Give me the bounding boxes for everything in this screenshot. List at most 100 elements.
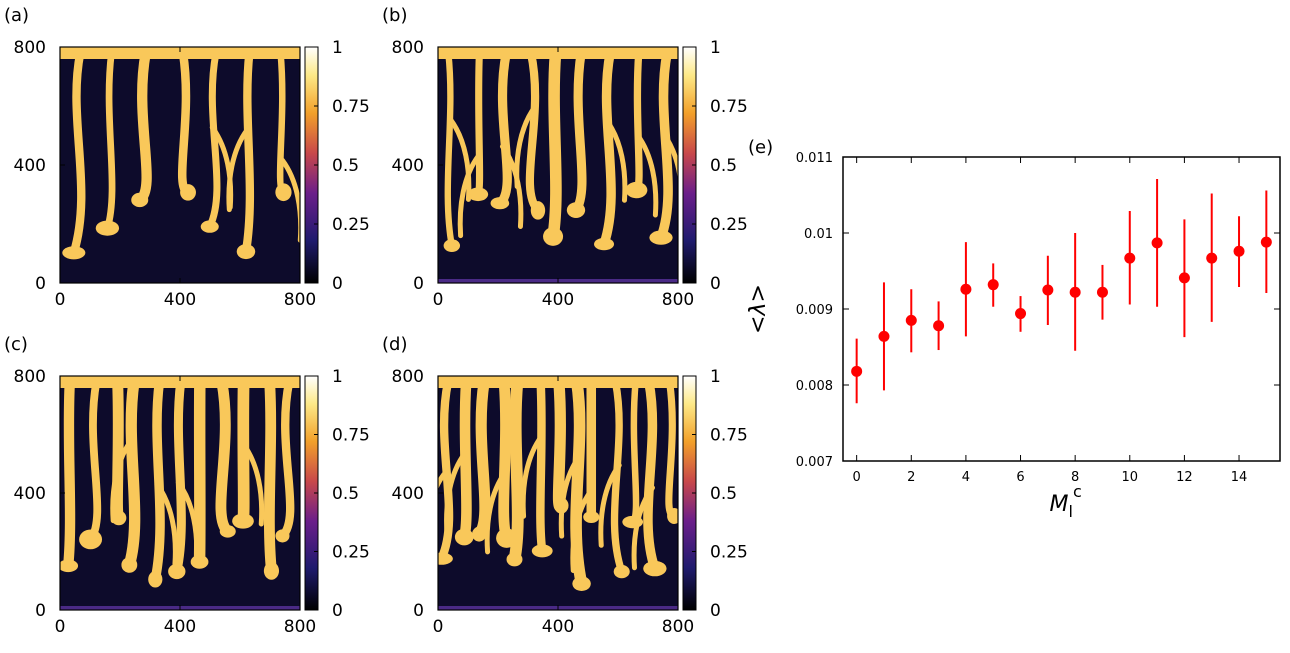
data-point <box>1151 237 1163 249</box>
data-point <box>960 283 972 295</box>
colorbar-tick-label: 0.75 <box>710 97 748 117</box>
dendrite-finger <box>444 49 455 249</box>
x-tick-label: 10 <box>1122 470 1139 485</box>
x-tick-label: 400 <box>542 617 574 637</box>
dendrite-branch <box>660 131 678 181</box>
x-tick-label: 0 <box>433 617 444 637</box>
dendrite-tip <box>60 559 79 573</box>
colorbar-tick-label: 0.5 <box>710 484 737 504</box>
x-tick-label: 800 <box>284 617 316 637</box>
data-point <box>933 320 945 332</box>
dendrite-finger <box>474 49 484 198</box>
y-tick-label: 0 <box>413 274 424 294</box>
hotspot <box>178 376 239 390</box>
colorbar-tick-label: 0.25 <box>332 543 370 563</box>
dendrite-tip <box>79 529 103 550</box>
data-point <box>1015 308 1027 320</box>
dendrite-branch <box>226 127 250 213</box>
dendrite-tip <box>583 511 600 524</box>
data-point <box>1260 236 1272 248</box>
x-tick-label: 800 <box>284 290 316 310</box>
y-tick-label: 400 <box>14 484 46 504</box>
data-point <box>1206 252 1218 264</box>
colorbar-tick-label: 0.75 <box>332 426 370 446</box>
dendrite-tip <box>468 187 489 202</box>
dendrite-tip <box>543 227 564 246</box>
dendrite-tip <box>219 525 236 538</box>
dendrite-finger <box>656 48 673 243</box>
y-tick-label: 400 <box>392 156 424 176</box>
x-tick-label: 2 <box>907 470 915 485</box>
dendrite-tip <box>594 237 615 251</box>
dendrite-field <box>60 47 300 260</box>
dendrite-finger <box>63 376 76 571</box>
colorbar-tick-label: 0 <box>710 601 721 621</box>
dendrite-finger <box>241 48 255 256</box>
dendrite-finger <box>599 48 616 249</box>
dendrite-finger <box>237 376 250 527</box>
dendrite-tip <box>506 552 523 567</box>
dendrite-tip <box>566 202 586 218</box>
dendrite-finger <box>498 376 512 544</box>
dendrite-tip <box>62 246 86 260</box>
dendrite-finger <box>570 376 588 590</box>
colorbar-tick-label: 0.75 <box>332 97 370 117</box>
x-tick-label: 0 <box>55 617 66 637</box>
colorbar-tick-label: 0.5 <box>332 484 359 504</box>
dendrite-tip <box>232 513 254 529</box>
y-tick-label: 0 <box>35 274 46 294</box>
colorbar-tick-label: 1 <box>332 367 343 387</box>
dendrite-field <box>438 376 678 610</box>
heatmap-panel-4: 0 400 800 0 400 800 (d) 1 0.75 0.5 0.25 0 <box>382 334 748 637</box>
data-point <box>1178 272 1190 284</box>
x-tick-label: 8 <box>1071 470 1079 485</box>
dendrite-finger <box>215 376 234 537</box>
colorbar-tick-label: 0.5 <box>332 156 359 176</box>
dendrite-finger <box>86 378 102 544</box>
data-point <box>987 279 999 291</box>
dendrite-tip <box>200 220 219 233</box>
dendrite-tip <box>649 230 673 245</box>
dendrite-branch <box>447 116 472 202</box>
dendrite-tip <box>454 528 474 546</box>
dendrite-tip <box>275 183 292 202</box>
y-tick-label: 400 <box>14 156 46 176</box>
dendrite-branch <box>240 441 265 527</box>
hotspot <box>178 47 239 61</box>
colorbar-tick-label: 0 <box>332 601 343 621</box>
dendrite-tip <box>613 564 630 579</box>
x-axis-title: Mlc <box>1050 482 1082 521</box>
panel-label: (b) <box>382 5 407 26</box>
dendrite-finger <box>111 376 125 524</box>
dendrite-tip <box>667 507 678 524</box>
dendrite-finger <box>632 49 643 194</box>
dendrite-finger <box>629 378 640 526</box>
dendrite-tip <box>131 192 149 208</box>
dendrite-tip <box>531 544 553 558</box>
dendrite-finger <box>150 377 165 585</box>
dendrite-tip <box>530 201 546 220</box>
y-tick-label: 0.009 <box>796 303 833 318</box>
dendrite-finger <box>69 48 86 257</box>
data-point <box>878 330 890 342</box>
dendrite-finger <box>134 47 152 206</box>
dendrite-finger <box>438 377 454 563</box>
dendrite-branch <box>570 488 594 574</box>
x-tick-label: 800 <box>662 617 694 637</box>
dendrite-finger <box>473 376 491 540</box>
data-point <box>1124 252 1136 264</box>
colorbar-tick-label: 1 <box>332 38 343 58</box>
dendrite-finger <box>206 49 221 231</box>
dendrite-finger <box>610 378 626 576</box>
data-point <box>1233 245 1245 257</box>
x-tick-label: 14 <box>1231 470 1248 485</box>
dendrite-branch <box>457 153 482 239</box>
x-tick-label: 4 <box>962 470 970 485</box>
hotspot <box>638 376 678 390</box>
dendrite-tip <box>263 561 280 580</box>
dendrite-finger <box>458 376 472 543</box>
x-tick-label: 0 <box>55 290 66 310</box>
dendrite-branch <box>279 157 300 243</box>
colorbar-tick-label: 0.25 <box>332 215 370 235</box>
